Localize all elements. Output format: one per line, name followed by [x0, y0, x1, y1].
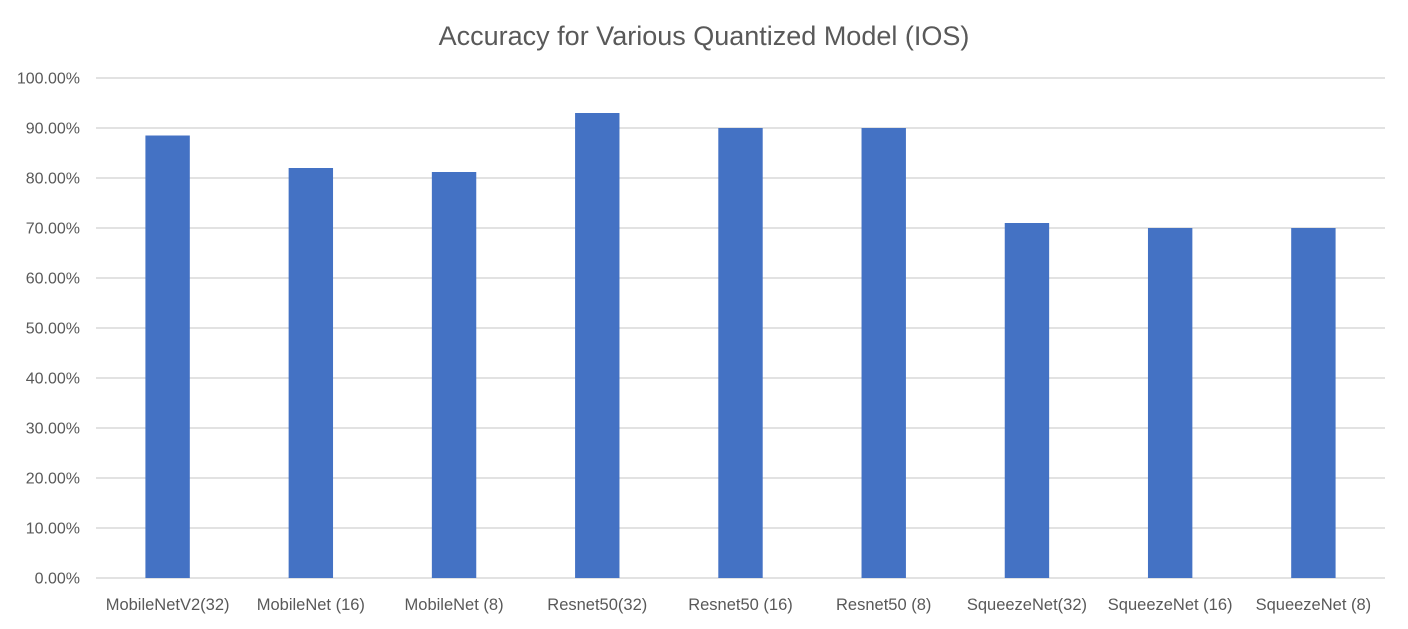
- bar: [1004, 223, 1050, 578]
- bar: [431, 172, 477, 578]
- bars: [145, 113, 1336, 578]
- x-tick-label: Resnet50(32): [547, 596, 647, 614]
- y-tick-label: 90.00%: [26, 121, 80, 138]
- y-tick-label: 20.00%: [26, 471, 80, 488]
- bar: [575, 113, 620, 578]
- y-tick-label: 80.00%: [26, 171, 80, 188]
- y-tick-label: 40.00%: [26, 371, 80, 388]
- bar: [288, 168, 334, 578]
- y-tick-label: 60.00%: [26, 271, 80, 288]
- y-tick-label: 50.00%: [26, 321, 80, 338]
- y-tick-label: 70.00%: [26, 221, 80, 238]
- x-tick-label: Resnet50 (16): [688, 596, 793, 614]
- y-axis-ticks: 0.00% 10.00% 20.00% 30.00% 40.00% 50.00% 60.00…: [17, 71, 80, 588]
- y-tick-label: 10.00%: [26, 521, 80, 538]
- x-tick-label: SqueezeNet(32): [967, 596, 1087, 614]
- x-axis-labels: MobileNetV2(32) MobileNet (16) MobileNet (…: [106, 596, 1371, 614]
- y-tick-label: 30.00%: [26, 421, 80, 438]
- x-tick-label: SqueezeNet (8): [1256, 596, 1372, 614]
- x-tick-label: MobileNet (16): [257, 596, 365, 614]
- x-tick-label: Resnet50 (8): [836, 596, 931, 614]
- y-tick-label: 100.00%: [17, 71, 80, 88]
- bar: [1291, 228, 1336, 578]
- x-tick-label: SqueezeNet (16): [1108, 596, 1233, 614]
- y-tick-label: 0.00%: [35, 571, 80, 588]
- bar: [718, 128, 763, 578]
- bar: [861, 128, 906, 578]
- bar: [145, 135, 190, 578]
- chart-title: Accuracy for Various Quantized Model (IO…: [439, 21, 970, 51]
- x-tick-label: MobileNet (8): [405, 596, 504, 614]
- x-tick-label: MobileNetV2(32): [106, 596, 230, 614]
- bar: [1147, 228, 1193, 578]
